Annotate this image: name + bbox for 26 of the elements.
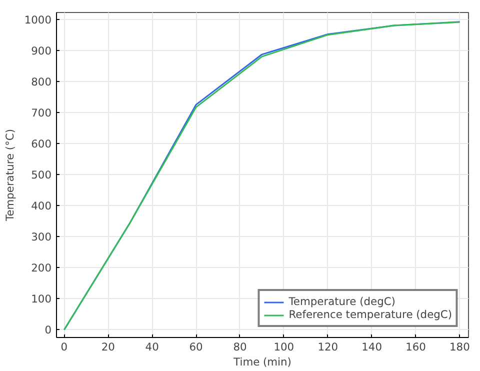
y-tick-label: 1000 [24,13,52,26]
y-tick-label: 600 [31,137,52,150]
y-tick-label: 400 [31,200,52,213]
y-tick-label: 100 [31,292,52,306]
y-tick-label: 0 [44,324,52,337]
legend-label: Reference temperature (degC) [288,308,452,321]
y-tick-label: 500 [31,168,52,182]
x-tick-label: 40 [145,340,160,354]
x-tick-label: 140 [362,340,382,354]
x-tick-label: 60 [189,340,204,354]
x-tick-label: 100 [274,340,294,354]
y-tick-label: 800 [31,75,52,88]
x-tick-label: 20 [101,340,116,354]
y-tick-label: 200 [31,262,52,275]
legend-label: Temperature (degC) [288,295,396,308]
x-axis-title: Time (min) [232,356,292,368]
x-tick-label: 0 [60,340,68,354]
line-series [63,21,460,330]
y-tick-label: 300 [31,230,52,244]
x-tick-label: 180 [450,340,470,354]
y-axis-title: Temperature (°C) [3,129,16,222]
x-tick-label: 120 [318,340,338,354]
x-tick-label: 160 [406,340,426,354]
y-tick-label: 900 [31,44,52,58]
y-tick-label: 700 [31,106,52,120]
x-tick-label: 80 [233,340,247,354]
